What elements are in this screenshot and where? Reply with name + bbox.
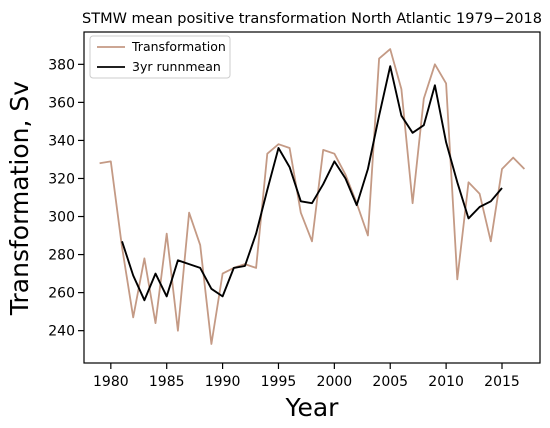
x-axis-ticks: 1980 1985 1990 1995 2000 2005 2010 2015 — [93, 363, 520, 390]
x-tick-label: 1990 — [205, 374, 241, 390]
x-tick-label: 2010 — [428, 374, 464, 390]
series-line-transformation — [99, 48, 526, 345]
x-tick-label: 2015 — [484, 374, 520, 390]
legend-label-runnmean: 3yr runnmean — [132, 59, 221, 74]
y-tick-label: 260 — [48, 286, 75, 302]
chart-title: STMW mean positive transformation North … — [82, 11, 542, 27]
y-tick-label: 340 — [48, 133, 75, 149]
x-tick-label: 2005 — [372, 374, 408, 390]
x-tick-label: 1985 — [149, 374, 185, 390]
y-tick-label: 240 — [48, 324, 75, 340]
legend-label-transformation: Transformation — [131, 39, 226, 54]
y-tick-label: 360 — [48, 95, 75, 111]
x-axis-label: Year — [285, 393, 340, 422]
y-axis-ticks: 240 260 280 300 320 340 360 380 — [48, 57, 84, 340]
y-axis-label: Transformation, Sv — [5, 81, 34, 316]
y-tick-label: 280 — [48, 248, 75, 264]
plot-series — [99, 48, 526, 345]
x-tick-label: 1980 — [93, 374, 129, 390]
y-tick-label: 320 — [48, 171, 75, 187]
legend: Transformation 3yr runnmean — [89, 35, 231, 79]
series-line-runnmean — [121, 65, 503, 302]
plot-frame — [83, 31, 541, 364]
x-tick-label: 2000 — [317, 374, 353, 390]
y-tick-label: 300 — [48, 210, 75, 226]
x-tick-label: 1995 — [261, 374, 297, 390]
y-tick-label: 380 — [48, 57, 75, 73]
